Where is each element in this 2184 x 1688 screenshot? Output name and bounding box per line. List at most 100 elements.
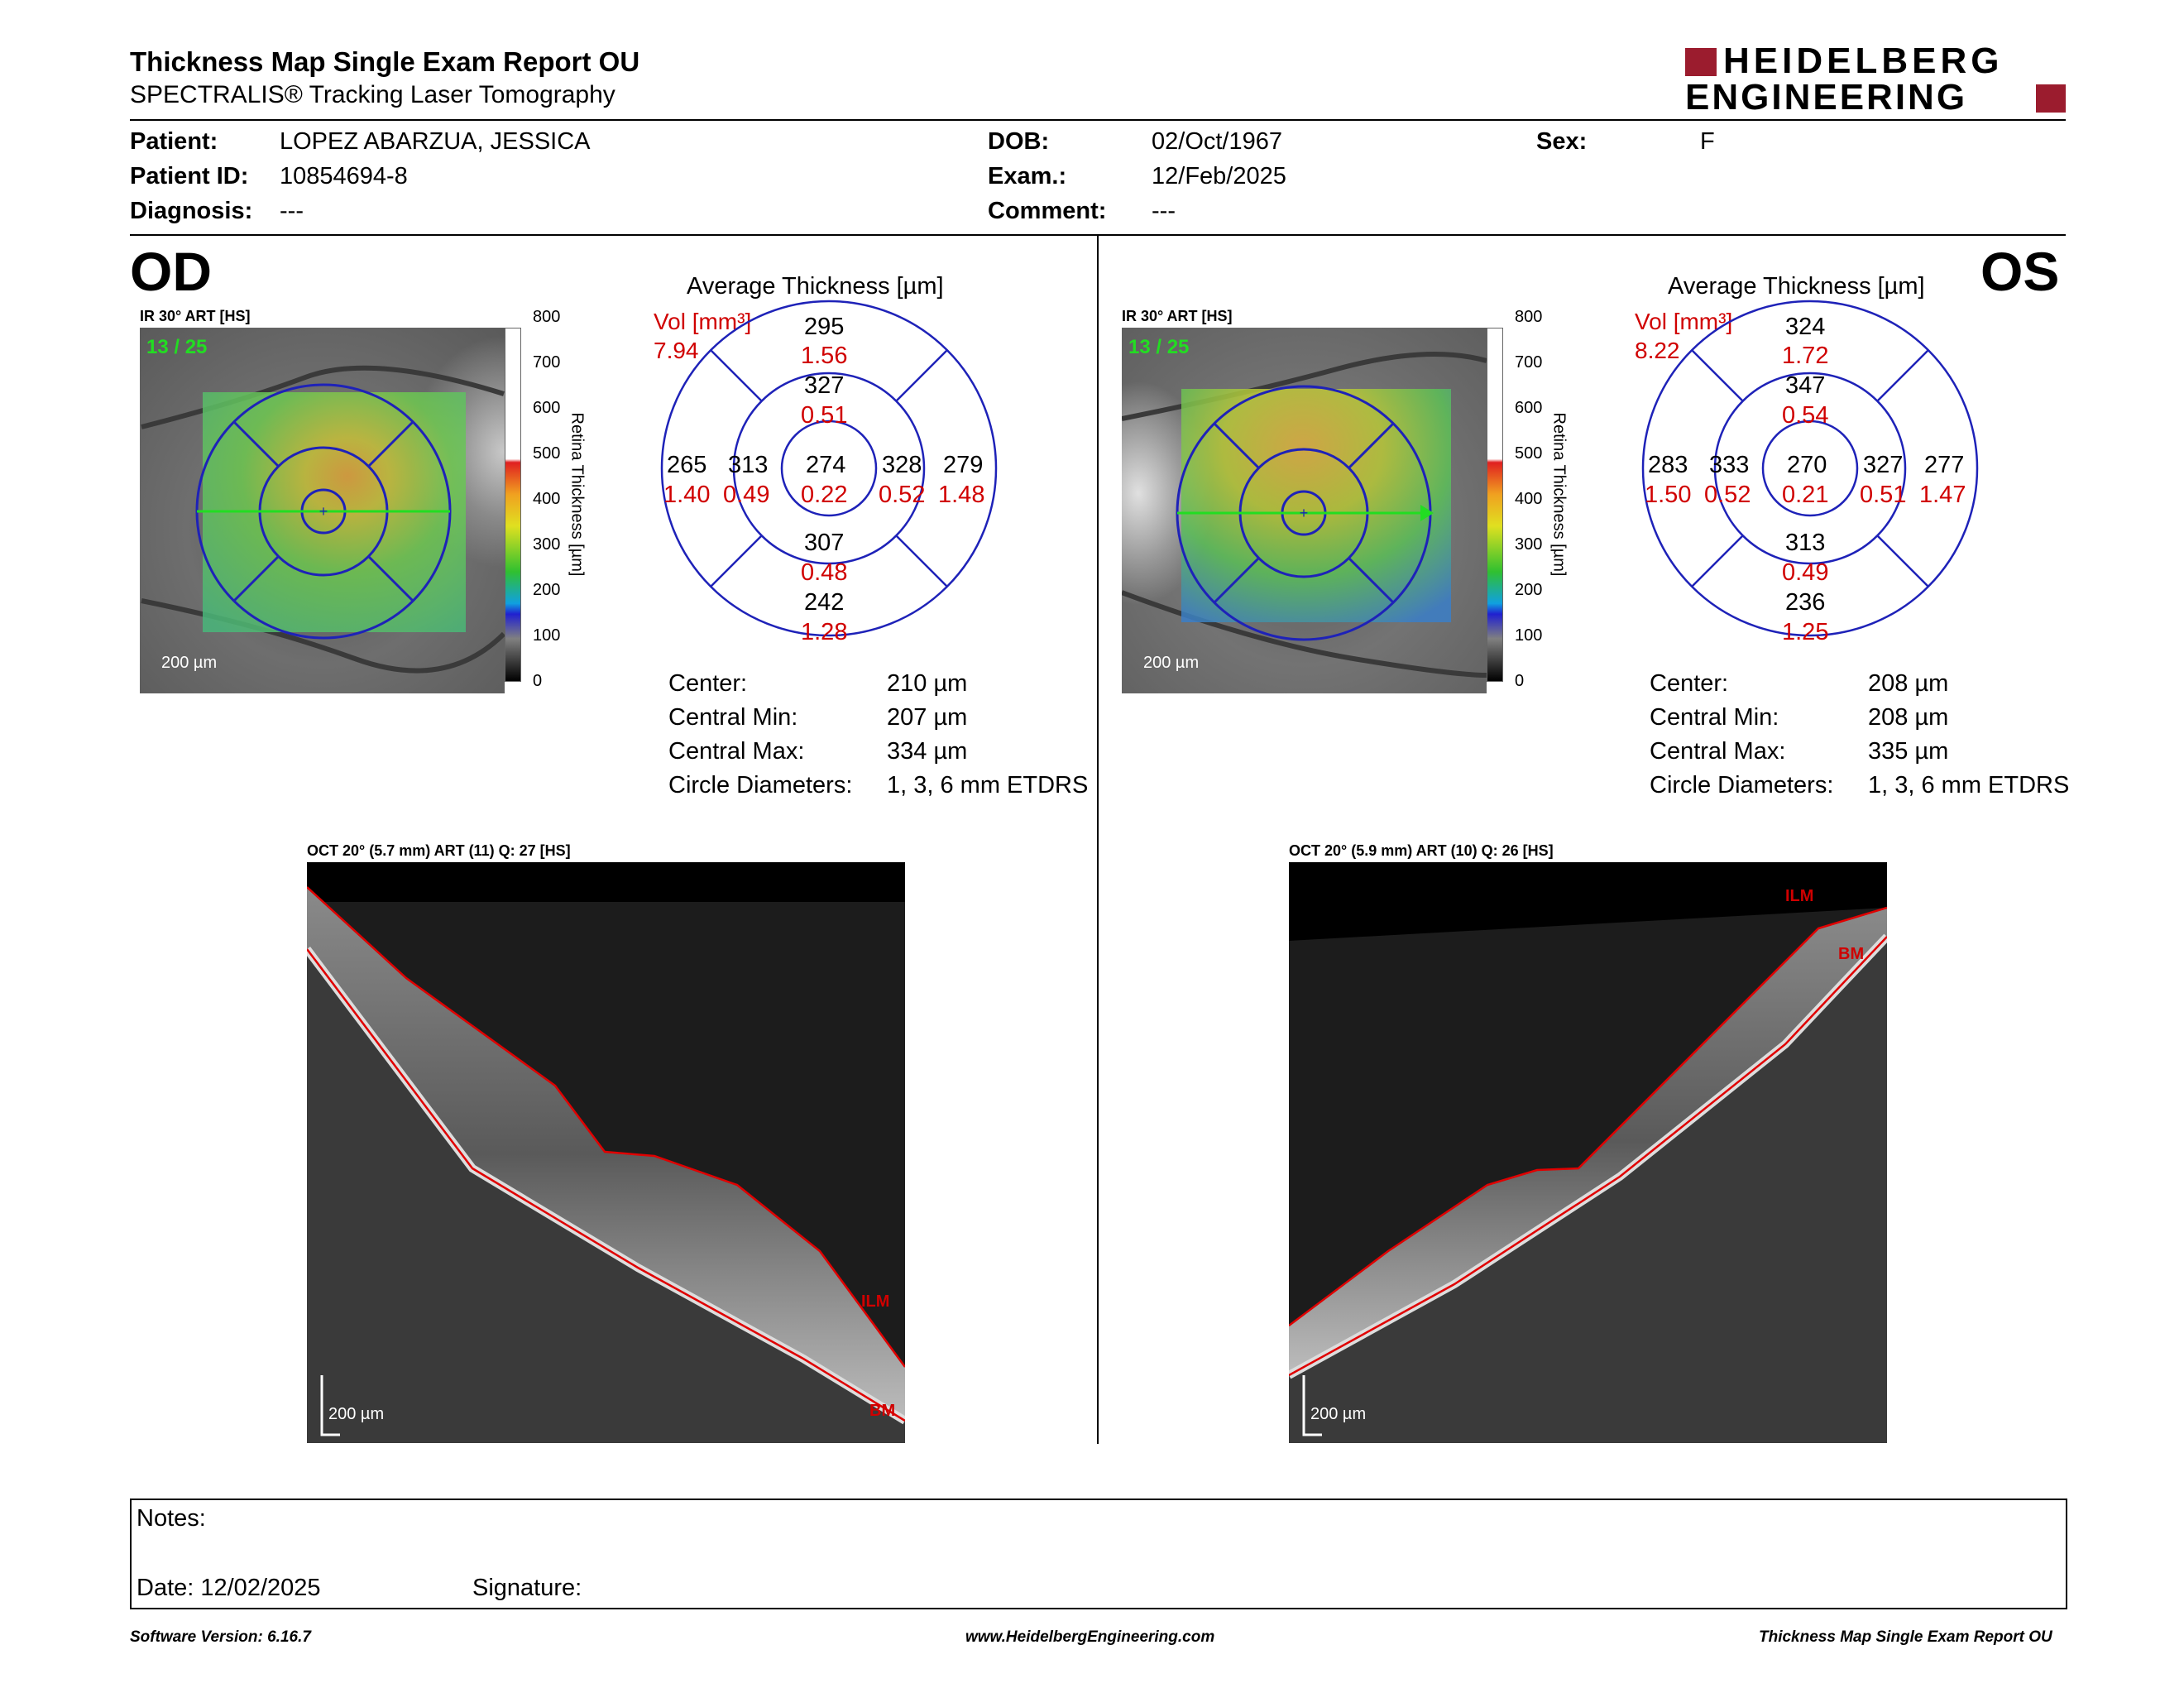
sector-outer-sup-t-os: 324 xyxy=(1785,314,1826,340)
svg-text:+: + xyxy=(319,503,328,520)
sector-outer-left-v-os: 1.50 xyxy=(1645,482,1692,508)
sector-inner-right-t-os: 327 xyxy=(1863,452,1904,478)
oct-bm-label-os: BM xyxy=(1838,945,1865,963)
sector-inner-sup-t-os: 347 xyxy=(1785,372,1826,399)
heidelberg-logo: HEIDELBERG ENGINEERING xyxy=(1685,41,2066,117)
sector-outer-sup-v-os: 1.72 xyxy=(1782,343,1829,369)
oct-scalebar-od: 200 µm xyxy=(328,1405,385,1423)
sector-inner-inf-v-os: 0.49 xyxy=(1782,559,1829,586)
sector-outer-sup-v-od: 1.56 xyxy=(801,343,848,369)
sector-inner-sup-v-od: 0.51 xyxy=(801,402,848,429)
stat-diam-value-os: 1, 3, 6 mm ETDRS xyxy=(1868,772,2070,798)
sector-inner-inf-t-os: 313 xyxy=(1785,530,1826,556)
etdrs-overlay-od: + xyxy=(195,383,452,640)
eye-label-od: OD xyxy=(130,241,212,302)
header-divider xyxy=(130,119,2066,121)
patient-id-value: 10854694-8 xyxy=(280,163,408,189)
ir-fundus-image-os: 13 / 25 200 µm xyxy=(1122,328,1487,693)
patient-id-label: Patient ID: xyxy=(130,163,249,189)
sector-inner-right-v-od: 0.52 xyxy=(879,482,926,508)
diagnosis-label: Diagnosis: xyxy=(130,198,253,224)
dob-value: 02/Oct/1967 xyxy=(1152,128,1282,155)
sex-value: F xyxy=(1700,128,1715,155)
ir-label-od-top: IR 30° ART [HS] xyxy=(140,308,251,324)
avg-thickness-title-os: Average Thickness [µm] xyxy=(1668,273,1925,300)
scale-label-os: Retina Thickness [µm] xyxy=(1549,412,1569,577)
sector-outer-right-v-od: 1.48 xyxy=(938,482,985,508)
oct-bm-label-od: BM xyxy=(869,1402,896,1420)
sector-outer-inf-t-od: 242 xyxy=(804,589,845,616)
stat-diam-value-od: 1, 3, 6 mm ETDRS xyxy=(887,772,1089,798)
sector-inner-left-v-od: 0.49 xyxy=(723,482,770,508)
patient-divider xyxy=(130,234,2066,236)
date-label: Date: 12/02/2025 xyxy=(136,1575,321,1601)
etdrs-overlay-os: + xyxy=(1176,385,1434,641)
stat-max-label-od: Central Max: xyxy=(668,738,805,765)
scalebar-os: 200 µm xyxy=(1143,654,1200,672)
thickness-scale-os xyxy=(1487,328,1503,682)
etdrs-grid-os xyxy=(1641,300,1979,637)
sector-center-v-os: 0.21 xyxy=(1782,482,1829,508)
oct-ilm-label-od: ILM xyxy=(861,1292,890,1311)
patient-name: LOPEZ ABARZUA, JESSICA xyxy=(280,128,591,155)
sector-inner-left-t-os: 333 xyxy=(1709,452,1750,478)
oct-label-os: OCT 20° (5.9 mm) ART (10) Q: 26 [HS] xyxy=(1289,842,1554,859)
stat-min-value-od: 207 µm xyxy=(887,704,968,731)
scalebar-od: 200 µm xyxy=(161,654,218,672)
stat-min-value-os: 208 µm xyxy=(1868,704,1949,731)
stat-center-label-od: Center: xyxy=(668,670,748,697)
sector-inner-left-v-os: 0.52 xyxy=(1704,482,1751,508)
sector-inner-sup-v-os: 0.54 xyxy=(1782,402,1829,429)
sector-center-t-os: 270 xyxy=(1787,452,1827,478)
stat-min-label-os: Central Min: xyxy=(1650,704,1779,731)
sector-outer-inf-v-od: 1.28 xyxy=(801,619,848,645)
oct-scalebar-os: 200 µm xyxy=(1310,1405,1367,1423)
stat-center-value-os: 208 µm xyxy=(1868,670,1949,697)
oct-bscan-os: ILM BM 200 µm xyxy=(1289,862,1887,1443)
frames-count-os: 13 / 25 xyxy=(1128,336,1190,358)
sector-outer-sup-t-od: 295 xyxy=(804,314,845,340)
comment-label: Comment: xyxy=(988,198,1107,224)
sector-outer-inf-v-os: 1.25 xyxy=(1782,619,1829,645)
scale-ticks-od: 800 700 600 500 400 300 200 100 0 xyxy=(533,308,561,690)
sector-outer-left-t-os: 283 xyxy=(1648,452,1688,478)
avg-thickness-title-od: Average Thickness [µm] xyxy=(687,273,944,300)
sector-outer-right-t-os: 277 xyxy=(1924,452,1965,478)
diagnosis-value: --- xyxy=(280,198,304,224)
stat-max-value-od: 334 µm xyxy=(887,738,968,765)
sector-inner-sup-t-od: 327 xyxy=(804,372,845,399)
notes-box[interactable]: Notes: Date: 12/02/2025 Signature: xyxy=(130,1499,2067,1609)
report-subtitle: SPECTRALIS® Tracking Laser Tomography xyxy=(130,81,615,108)
frames-count-od: 13 / 25 xyxy=(146,336,208,358)
sector-outer-right-t-od: 279 xyxy=(943,452,984,478)
patient-label: Patient: xyxy=(130,128,218,155)
report-title: Thickness Map Single Exam Report OU xyxy=(130,46,640,77)
footer-report-name: Thickness Map Single Exam Report OU xyxy=(1759,1628,2052,1646)
dob-label: DOB: xyxy=(988,128,1050,155)
notes-label: Notes: xyxy=(136,1505,206,1532)
exam-value: 12/Feb/2025 xyxy=(1152,163,1286,189)
eye-label-os: OS xyxy=(1980,241,2060,302)
footer-website-link[interactable]: www.HeidelbergEngineering.com xyxy=(965,1628,1215,1646)
sector-outer-left-t-od: 265 xyxy=(667,452,707,478)
svg-text:+: + xyxy=(1300,505,1309,521)
sector-outer-left-v-od: 1.40 xyxy=(663,482,711,508)
vol-value-os: 8.22 xyxy=(1635,338,1680,363)
sector-outer-right-v-os: 1.47 xyxy=(1919,482,1966,508)
stat-min-label-od: Central Min: xyxy=(668,704,798,731)
sector-inner-left-t-od: 313 xyxy=(728,452,769,478)
etdrs-grid-od xyxy=(660,300,998,637)
stat-center-value-od: 210 µm xyxy=(887,670,968,697)
footer-software-version: Software Version: 6.16.7 xyxy=(130,1628,311,1646)
oct-bscan-od: ILM BM 200 µm xyxy=(307,862,905,1443)
thickness-scale-od xyxy=(505,328,521,682)
stat-diam-label-od: Circle Diameters: xyxy=(668,772,853,798)
oct-label-od: OCT 20° (5.7 mm) ART (11) Q: 27 [HS] xyxy=(307,842,571,859)
scale-label-od: Retina Thickness [µm] xyxy=(568,412,587,577)
stat-max-value-os: 335 µm xyxy=(1868,738,1949,765)
sector-inner-inf-v-od: 0.48 xyxy=(801,559,848,586)
stat-max-label-os: Central Max: xyxy=(1650,738,1786,765)
vol-value-od: 7.94 xyxy=(654,338,699,363)
stat-diam-label-os: Circle Diameters: xyxy=(1650,772,1834,798)
sector-outer-inf-t-os: 236 xyxy=(1785,589,1826,616)
